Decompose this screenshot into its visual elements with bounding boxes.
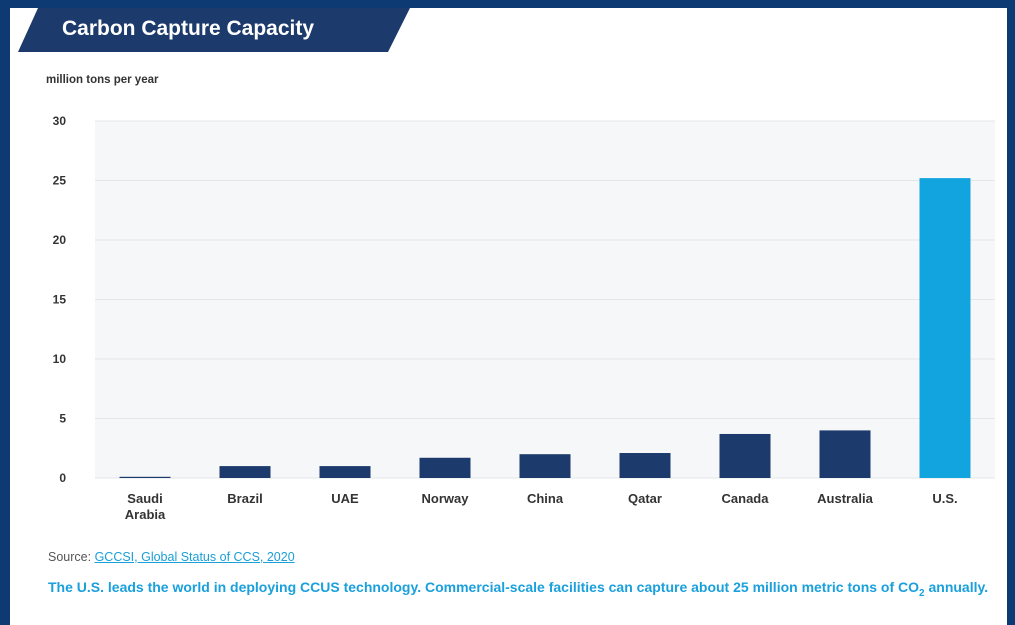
bar-canada bbox=[719, 433, 771, 478]
x-tick-label: Brazil bbox=[227, 491, 262, 506]
caption-subscript: 2 bbox=[919, 587, 925, 599]
x-tick-label: China bbox=[527, 491, 564, 506]
bar-australia bbox=[819, 430, 871, 478]
caption-text-end: annually. bbox=[924, 579, 989, 595]
y-tick-label: 0 bbox=[59, 471, 66, 485]
x-tick-label: UAE bbox=[331, 491, 359, 506]
bar-brazil bbox=[219, 466, 271, 478]
bar-saudi-arabia bbox=[119, 476, 171, 478]
bar-us bbox=[919, 178, 971, 478]
x-tick-label: Australia bbox=[817, 491, 873, 506]
y-axis-label: million tons per year bbox=[46, 74, 159, 86]
bar-qatar bbox=[619, 453, 671, 478]
source-link[interactable]: GCCSI, Global Status of CCS, 2020 bbox=[94, 550, 295, 564]
y-tick-label: 20 bbox=[53, 233, 67, 247]
bar-norway bbox=[419, 457, 471, 478]
y-tick-label: 25 bbox=[53, 174, 67, 188]
bar-uae bbox=[319, 466, 371, 478]
y-tick-label: 10 bbox=[53, 352, 67, 366]
title-banner-shape bbox=[18, 8, 410, 52]
x-tick-label: Arabia bbox=[125, 507, 166, 522]
x-tick-label: Norway bbox=[422, 491, 470, 506]
x-tick-label: U.S. bbox=[932, 491, 957, 506]
y-tick-label: 30 bbox=[53, 114, 67, 128]
y-tick-label: 15 bbox=[53, 293, 67, 307]
x-tick-label: Canada bbox=[722, 491, 770, 506]
y-tick-label: 5 bbox=[59, 412, 66, 426]
source-prefix: Source: bbox=[48, 550, 95, 564]
x-tick-label: Qatar bbox=[628, 491, 662, 506]
title-banner: Carbon Capture Capacity bbox=[18, 8, 410, 52]
chart-card: Carbon Capture Capacity million tons per… bbox=[10, 8, 1007, 625]
x-tick-label: Saudi bbox=[127, 491, 162, 506]
caption-text: The U.S. leads the world in deploying CC… bbox=[48, 579, 920, 595]
bar-china bbox=[519, 454, 571, 478]
source-line: Source: GCCSI, Global Status of CCS, 202… bbox=[48, 550, 295, 564]
chart-title: Carbon Capture Capacity bbox=[62, 17, 315, 40]
caption: The U.S. leads the world in deploying CC… bbox=[48, 577, 998, 604]
